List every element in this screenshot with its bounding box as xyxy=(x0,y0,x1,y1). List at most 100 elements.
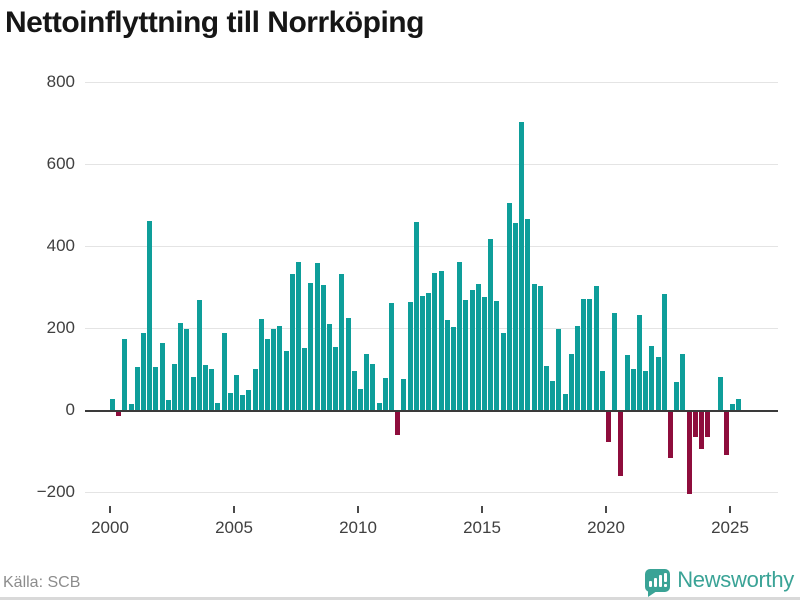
bar xyxy=(630,369,636,410)
bar xyxy=(723,412,729,455)
bar xyxy=(227,393,233,410)
source-label: Källa: SCB xyxy=(3,574,81,591)
bar xyxy=(488,239,494,410)
logo-exclamation-icon xyxy=(664,572,668,582)
bar xyxy=(246,389,252,410)
x-axis-label: 2020 xyxy=(587,518,625,537)
bar xyxy=(450,327,457,410)
bar xyxy=(413,221,419,410)
logo-bar-icon xyxy=(654,577,658,587)
grid-line xyxy=(85,164,778,165)
bar xyxy=(531,284,537,410)
bar xyxy=(302,348,308,410)
bar xyxy=(165,400,171,410)
y-axis-label: 800 xyxy=(46,72,75,91)
bar xyxy=(159,342,165,410)
bar xyxy=(655,357,661,410)
x-axis-label: 2025 xyxy=(711,518,749,537)
bar xyxy=(401,378,407,410)
grid-line xyxy=(85,82,778,83)
logo-bar-icon xyxy=(649,580,653,587)
bar xyxy=(643,371,649,410)
bar xyxy=(258,319,264,410)
y-axis-label: 600 xyxy=(46,154,75,173)
bar xyxy=(444,319,450,410)
bar xyxy=(320,284,326,410)
x-axis-label: 2005 xyxy=(215,518,253,537)
bar xyxy=(494,300,500,410)
bar xyxy=(475,284,481,410)
grid-line xyxy=(85,492,778,493)
bar xyxy=(289,273,295,410)
bar xyxy=(457,262,463,410)
bar xyxy=(382,378,388,410)
tick-mark xyxy=(605,506,607,513)
bar xyxy=(308,282,314,410)
bar xyxy=(500,332,506,410)
newsworthy-wordmark: Newsworthy xyxy=(677,567,794,592)
bar xyxy=(221,332,227,410)
chart-title: Nettoinflyttning till Norrköping xyxy=(5,6,424,39)
grid-line xyxy=(85,328,778,329)
bar xyxy=(729,403,736,410)
tick-mark xyxy=(729,506,731,513)
zero-line xyxy=(85,410,778,412)
bar xyxy=(432,273,438,410)
bar xyxy=(469,289,475,410)
bar xyxy=(351,371,357,410)
bar xyxy=(370,364,376,410)
bar xyxy=(190,377,196,410)
bar xyxy=(698,412,705,449)
bar xyxy=(661,294,667,410)
bar xyxy=(593,286,599,410)
y-axis-label: 400 xyxy=(46,236,75,255)
bar xyxy=(339,273,345,410)
grid-line xyxy=(85,246,778,247)
bar xyxy=(624,355,630,410)
bar xyxy=(333,346,339,410)
bar xyxy=(543,366,550,410)
y-axis-label: 200 xyxy=(46,318,75,337)
bar xyxy=(705,412,711,437)
bar xyxy=(568,353,574,410)
bar xyxy=(618,412,624,476)
x-axis-label: 2015 xyxy=(463,518,501,537)
bar xyxy=(395,412,401,435)
tick-mark xyxy=(109,506,111,513)
bar xyxy=(736,398,742,410)
logo-bar-icon xyxy=(659,574,663,587)
x-axis-label: 2000 xyxy=(91,518,129,537)
bar xyxy=(667,412,674,458)
newsworthy-logo[interactable]: Newsworthy xyxy=(645,564,794,597)
bar xyxy=(128,403,134,410)
y-axis-label: −200 xyxy=(36,482,75,501)
bar xyxy=(680,353,686,410)
bar xyxy=(202,364,209,410)
bar xyxy=(388,303,395,410)
plot-area xyxy=(85,82,778,494)
bar xyxy=(252,369,258,410)
bar xyxy=(184,328,190,410)
bar xyxy=(171,364,178,410)
tick-mark xyxy=(481,506,483,513)
newsworthy-logo-icon xyxy=(645,568,671,597)
bar xyxy=(556,328,562,410)
bar xyxy=(209,369,215,410)
x-axis-label: 2010 xyxy=(339,518,377,537)
bar xyxy=(649,346,655,410)
bar xyxy=(345,318,351,410)
bar xyxy=(271,328,277,410)
bar xyxy=(264,339,271,410)
bar xyxy=(574,325,581,410)
bar xyxy=(525,218,531,410)
bar xyxy=(481,296,488,410)
bar xyxy=(612,312,618,410)
bar xyxy=(233,375,240,410)
bar xyxy=(295,262,302,410)
bar xyxy=(314,262,320,410)
bar xyxy=(537,286,543,410)
bar xyxy=(463,300,469,410)
bar xyxy=(196,300,202,410)
bar xyxy=(581,298,587,410)
